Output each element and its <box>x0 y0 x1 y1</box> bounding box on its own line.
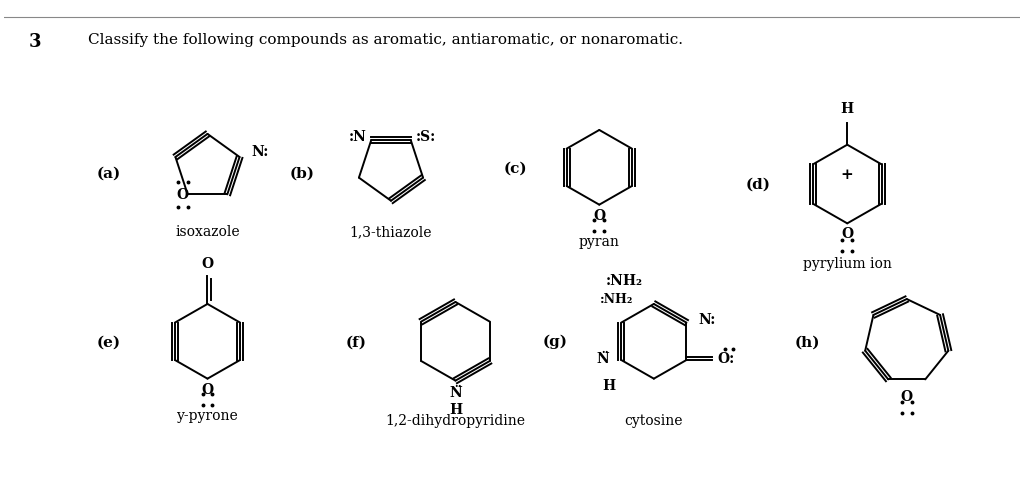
Text: 3: 3 <box>29 33 41 51</box>
Text: (f): (f) <box>346 335 367 348</box>
Text: :N: :N <box>348 130 367 144</box>
Text: (c): (c) <box>503 161 526 175</box>
Text: pyrylium ion: pyrylium ion <box>803 256 892 270</box>
Text: isoxazole: isoxazole <box>175 225 240 239</box>
Text: 1,3-thiazole: 1,3-thiazole <box>350 225 432 239</box>
Text: N̈: N̈ <box>597 351 609 365</box>
Text: y-pyrone: y-pyrone <box>176 408 239 422</box>
Text: O: O <box>202 256 214 270</box>
Text: (d): (d) <box>745 178 770 192</box>
Text: :S:: :S: <box>416 130 436 144</box>
Text: H: H <box>603 378 615 392</box>
Text: O: O <box>202 382 214 396</box>
Text: Classify the following compounds as aromatic, antiaromatic, or nonaromatic.: Classify the following compounds as arom… <box>88 33 683 46</box>
Text: O: O <box>593 208 605 222</box>
Text: (a): (a) <box>96 166 121 180</box>
Text: (g): (g) <box>542 334 567 349</box>
Text: pyran: pyran <box>579 235 620 248</box>
Text: (b): (b) <box>289 166 314 180</box>
Text: :NH₂: :NH₂ <box>605 274 643 287</box>
Text: O: O <box>901 390 912 404</box>
Text: H: H <box>449 403 462 416</box>
Text: (h): (h) <box>795 335 820 348</box>
Text: :NH₂: :NH₂ <box>599 292 633 305</box>
Text: O:: O: <box>717 351 734 365</box>
Text: O: O <box>841 227 853 241</box>
Text: H: H <box>841 102 854 116</box>
Text: cytosine: cytosine <box>625 413 683 427</box>
Text: N:: N: <box>252 145 269 159</box>
Text: N:: N: <box>698 312 716 326</box>
Text: O: O <box>177 188 188 202</box>
Text: 1,2-dihydropyridine: 1,2-dihydropyridine <box>385 413 525 427</box>
Text: (e): (e) <box>96 335 121 348</box>
Text: +: + <box>841 168 854 182</box>
Text: N̈: N̈ <box>450 385 462 399</box>
